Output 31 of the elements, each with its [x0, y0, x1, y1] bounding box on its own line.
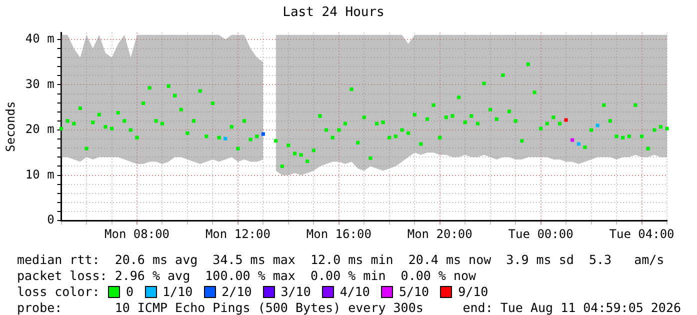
chart-title: Last 24 Hours [282, 5, 384, 20]
legend-label: 1/10 [162, 284, 193, 299]
legend-label: 4/10 [340, 284, 370, 299]
legend-label: 9/10 [458, 284, 488, 299]
legend-label: 0 [126, 284, 134, 299]
point [224, 136, 228, 140]
legend-label: 5/10 [398, 284, 430, 299]
point [596, 124, 600, 128]
legend-label: 3/10 [280, 284, 311, 299]
y-tick-label: 0 [47, 212, 54, 227]
point [570, 138, 574, 142]
y-tick-label: 20 m [25, 122, 54, 136]
y-axis-title: Seconds [3, 101, 18, 152]
x-tick-label: Mon 20:00 [407, 226, 472, 241]
x-tick-label: Tue 04:00 [609, 226, 674, 241]
legend-label: 2/10 [222, 284, 252, 299]
point [261, 132, 265, 136]
point [564, 118, 568, 122]
y-tick-label: 10 m [25, 167, 54, 182]
y-tick-label: 40 m [25, 32, 54, 46]
text: median rtt: 20.6 ms avg 34.5 ms max 12.0 ms min 20.4 ms now 3.9 ms sd 5.3 am/s [17, 252, 664, 267]
x-tick-label: Mon 16:00 [306, 226, 372, 241]
x-tick-label: Mon 12:00 [205, 226, 270, 241]
x-tick-label: Tue 00:00 [508, 226, 574, 241]
text: packet loss: 2.96 % avg 100.00 % max 0.00 % min 0.00 % now [17, 268, 476, 283]
text: probe: 10 ICMP Echo Pings (500 Bytes) every 300s [17, 300, 424, 315]
legend-title: loss color: [17, 284, 101, 299]
point [576, 142, 580, 146]
text: end: Tue Aug 11 04:59:05 2026 [462, 300, 681, 315]
x-tick-label: Mon 08:00 [104, 226, 170, 241]
y-tick-label: 30 m [25, 76, 54, 91]
